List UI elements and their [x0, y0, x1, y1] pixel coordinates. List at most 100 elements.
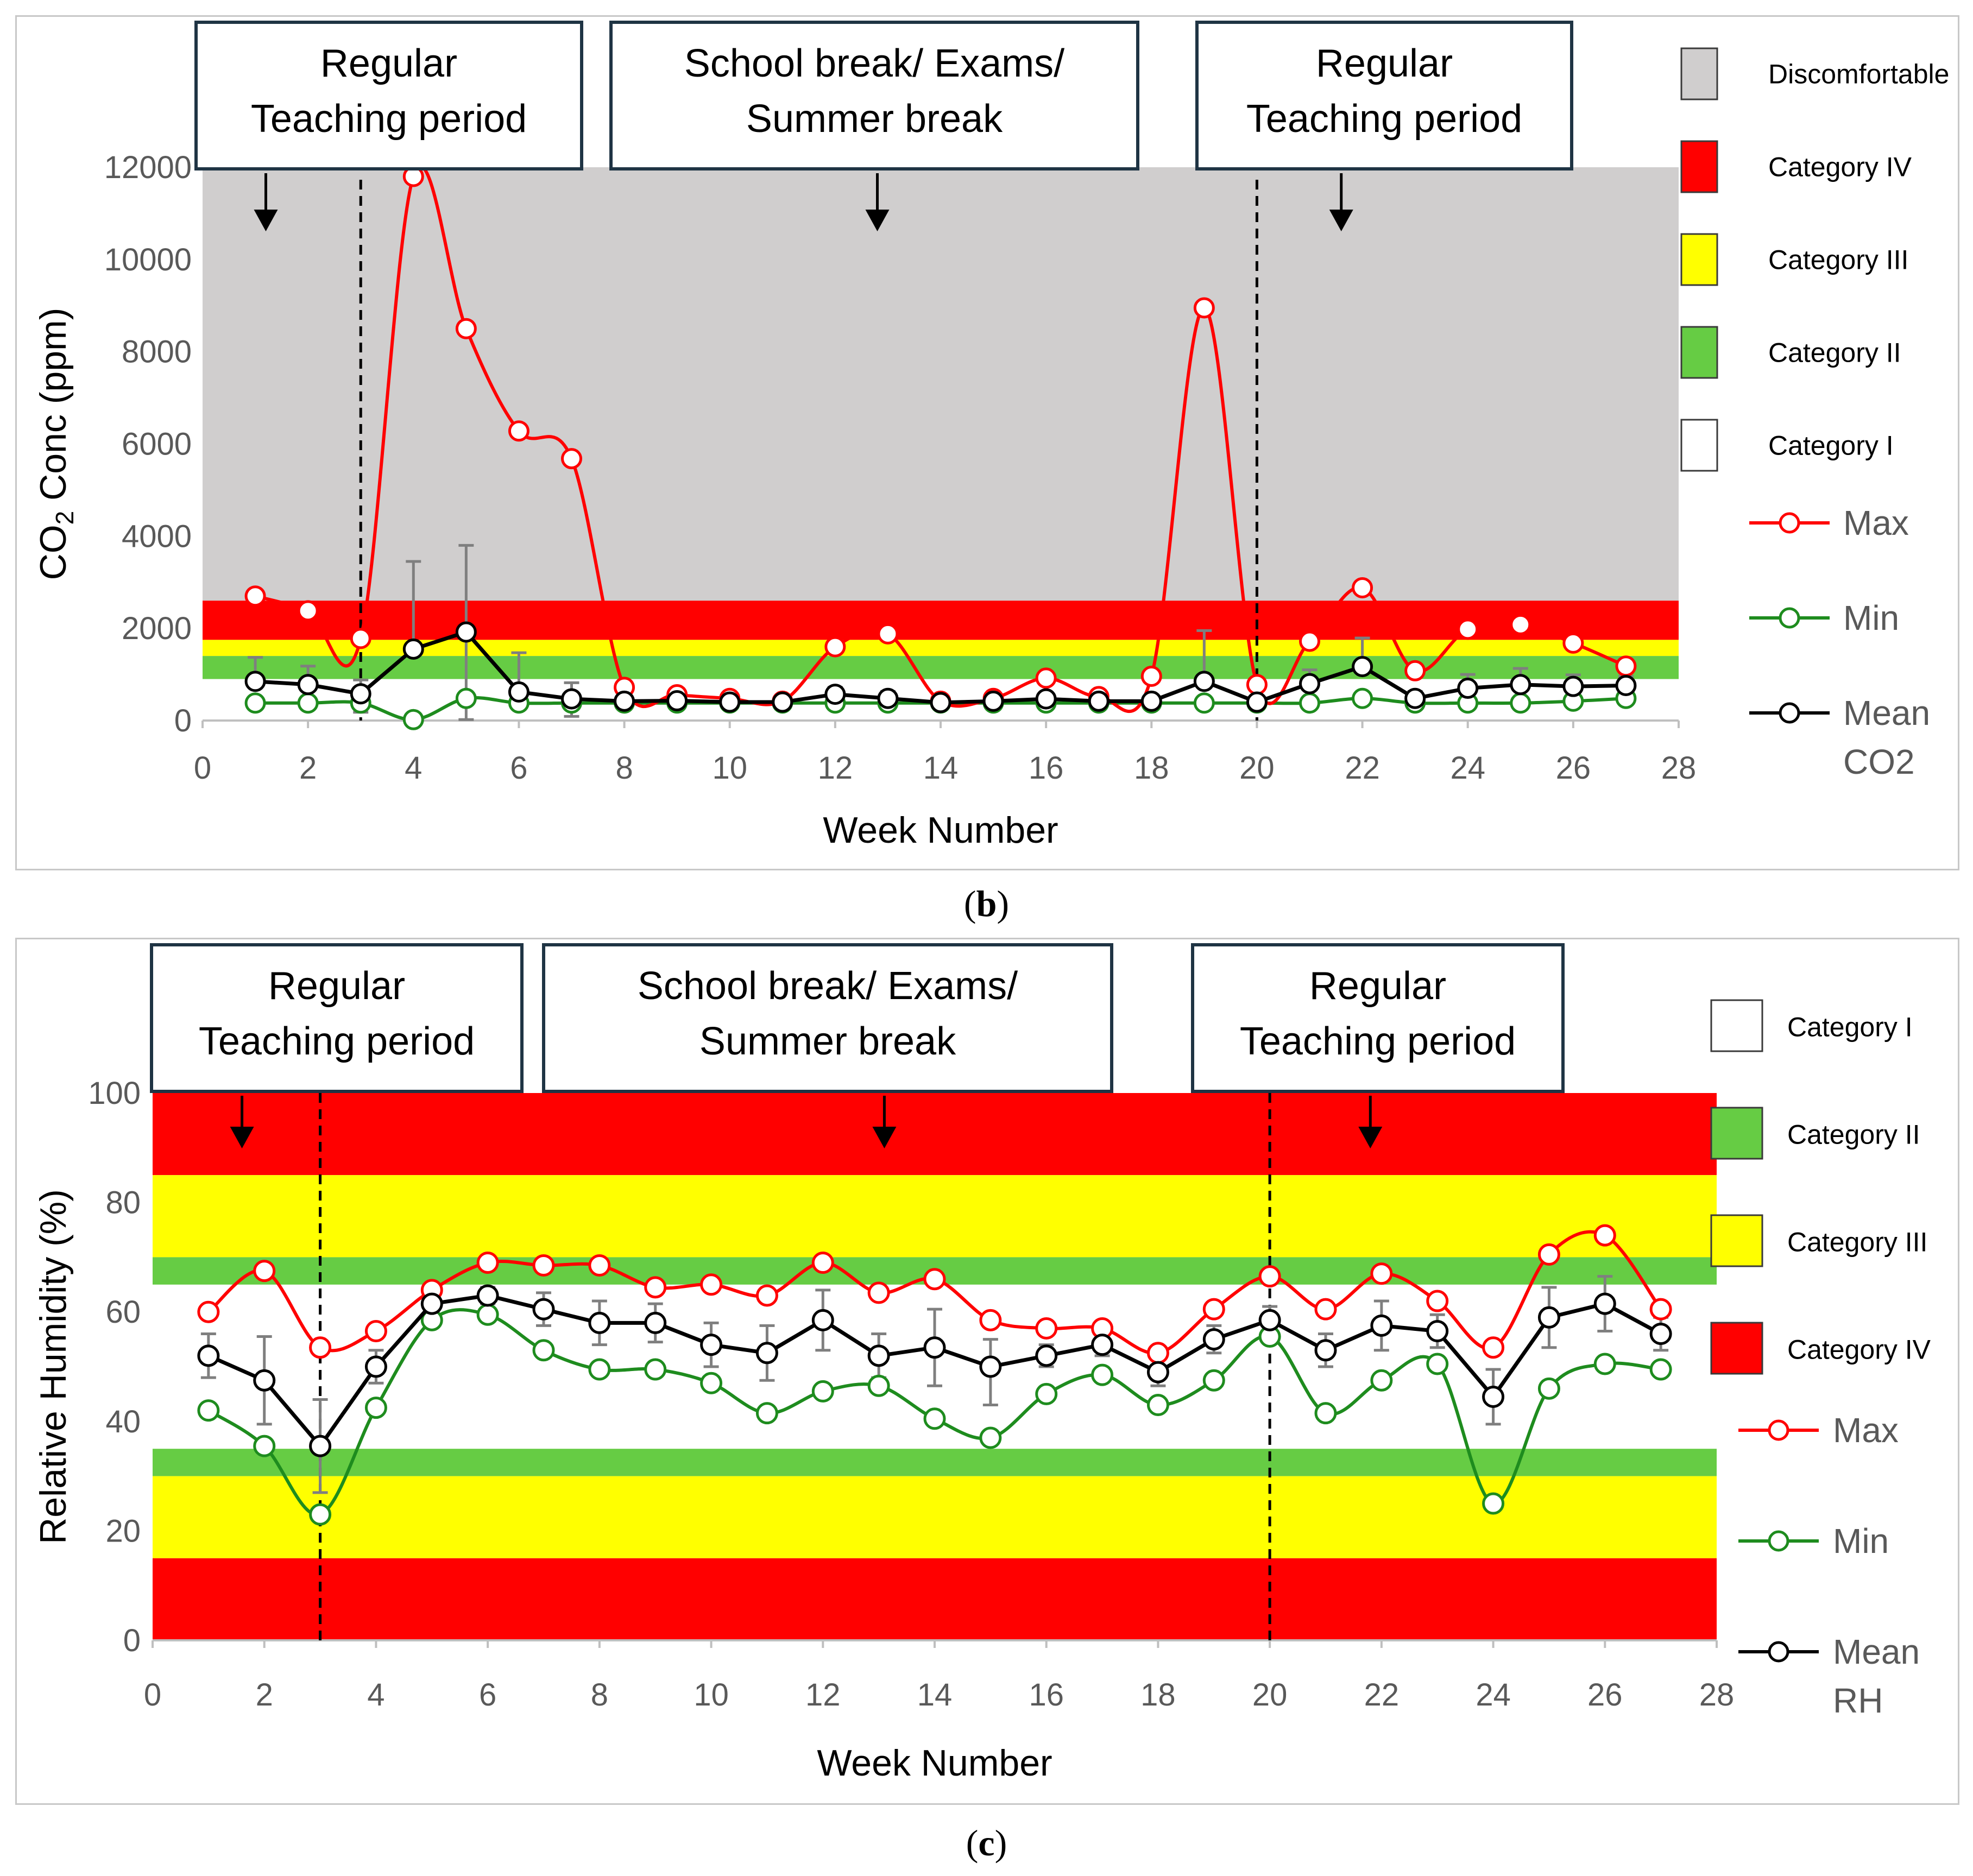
- data-point-mean-rh: [1426, 1319, 1449, 1342]
- period-label-line2: Summer break: [746, 97, 1003, 141]
- legend-label-cat2: Category II: [1768, 338, 1901, 368]
- data-point-mean-co2: [1246, 691, 1268, 713]
- comfort-band-discomfort: [203, 167, 1679, 601]
- x-tick-label: 20: [1239, 750, 1275, 786]
- x-tick-label: 28: [1699, 1677, 1735, 1713]
- data-point-mean-rh: [1035, 1344, 1058, 1367]
- period-label-line2: Teaching period: [199, 1020, 475, 1063]
- x-tick-label: 16: [1029, 750, 1064, 786]
- x-tick-label: 4: [405, 750, 422, 786]
- period-label-line1: Regular: [1309, 964, 1446, 1008]
- data-point-mean-co2: [508, 681, 530, 703]
- legend-label-cat2: Category II: [1787, 1120, 1920, 1150]
- data-point-max: [455, 318, 477, 339]
- data-point-mean-co2: [666, 690, 688, 711]
- y-tick-label: 100: [88, 1076, 141, 1111]
- data-point-mean-rh: [1202, 1328, 1225, 1351]
- legend-marker-min: [1779, 607, 1800, 629]
- data-point-mean-co2: [1140, 690, 1162, 712]
- data-point-mean-rh: [867, 1344, 890, 1367]
- x-tick-label: 12: [805, 1677, 841, 1713]
- legend-marker-max: [1768, 1419, 1789, 1441]
- data-point-min: [1299, 692, 1320, 714]
- data-point-min: [1352, 687, 1373, 709]
- data-point-mean-rh: [700, 1334, 723, 1356]
- y-tick-label: 12000: [104, 150, 192, 185]
- data-point-min: [1202, 1369, 1225, 1392]
- y-tick-label: 8000: [122, 334, 192, 370]
- y-tick-label: 0: [123, 1623, 141, 1658]
- period-label-line2: Teaching period: [1240, 1020, 1516, 1063]
- legend-marker-mean: [1768, 1641, 1789, 1663]
- data-point-max: [1510, 614, 1531, 635]
- data-point-max: [350, 628, 371, 649]
- comfort-band-cat2: [153, 1449, 1717, 1476]
- legend-swatch-discomfort: [1680, 47, 1718, 100]
- data-point-min: [755, 1402, 778, 1425]
- co2-chart: 0 2 4 6 8 10 12 14 16 18 20 22 24 26 28020004000600080…: [33, 21, 1949, 851]
- data-point-min: [1314, 1402, 1337, 1425]
- period-label-line2: Summer break: [699, 1020, 956, 1063]
- data-point-mean-rh: [1091, 1334, 1114, 1356]
- period-label-line1: School break/ Exams/: [638, 964, 1018, 1008]
- data-point-max: [755, 1284, 778, 1307]
- data-point-min: [1370, 1369, 1393, 1392]
- x-tick-label: 2: [256, 1677, 273, 1713]
- period-label-line1: Regular: [320, 42, 457, 85]
- data-point-min: [1510, 692, 1531, 714]
- data-point-max: [1615, 655, 1637, 677]
- data-point-max: [1140, 665, 1162, 687]
- data-point-max: [811, 1251, 834, 1274]
- data-point-mean-rh: [420, 1292, 443, 1315]
- x-tick-label: 8: [591, 1677, 608, 1713]
- data-point-mean-co2: [982, 690, 1004, 712]
- data-point-mean-co2: [1193, 671, 1215, 692]
- data-point-max: [1258, 1265, 1281, 1288]
- period-label-line1: Regular: [1316, 42, 1453, 85]
- x-tick-label: 26: [1587, 1677, 1623, 1713]
- data-point-max: [561, 448, 582, 470]
- data-point-max: [1352, 577, 1373, 598]
- y-tick-label: 10000: [104, 242, 192, 277]
- y-axis-title: CO2 Conc (ppm): [33, 308, 79, 580]
- period-arrow-head: [865, 210, 890, 231]
- y-axis-title-tail: Conc (ppm): [33, 308, 74, 511]
- comfort-band-cat2: [203, 656, 1679, 679]
- data-point-min: [1649, 1358, 1672, 1381]
- legend-swatch-cat2: [1710, 1107, 1763, 1160]
- x-tick-label: 14: [923, 750, 959, 786]
- data-point-max: [1457, 618, 1479, 640]
- data-point-min: [297, 692, 319, 714]
- legend-swatch-cat4: [1710, 1322, 1763, 1375]
- x-tick-label: 18: [1140, 1677, 1176, 1713]
- data-point-mean-co2: [1562, 675, 1584, 697]
- legend-label-cat3: Category III: [1768, 245, 1908, 275]
- y-axis-title: Relative Humidity (%): [33, 1189, 74, 1544]
- x-tick-label: 20: [1252, 1677, 1288, 1713]
- data-point-mean-co2: [1510, 674, 1531, 696]
- x-tick-label: 14: [917, 1677, 953, 1713]
- x-tick-label: 8: [615, 750, 633, 786]
- data-point-max: [364, 1319, 387, 1342]
- period-arrow-head: [1329, 210, 1353, 231]
- data-point-mean-rh: [1314, 1339, 1337, 1362]
- data-point-max: [508, 420, 530, 442]
- legend-series-label: Min: [1833, 1521, 1889, 1561]
- y-tick-label: 40: [105, 1404, 141, 1439]
- legend-swatch-cat4: [1680, 140, 1718, 193]
- caption-b-label: b: [976, 883, 997, 924]
- x-tick-label: 24: [1476, 1677, 1511, 1713]
- data-point-mean-rh: [253, 1369, 276, 1392]
- rh-chart-panel: 0 2 4 6 8 10 12 14 16 18 20 22 24 26 28 0 20 40 60 80 100 Wee…: [15, 938, 1959, 1805]
- period-arrow-head: [230, 1127, 254, 1148]
- data-point-max: [1649, 1298, 1672, 1321]
- data-point-min: [476, 1303, 499, 1326]
- data-point-min: [588, 1358, 611, 1381]
- y-tick-label: 20: [105, 1513, 141, 1549]
- y-axis-title-subscript: 2: [51, 511, 79, 525]
- period-arrow-head: [1358, 1127, 1383, 1148]
- data-point-min: [244, 692, 266, 714]
- data-point-max: [309, 1336, 332, 1359]
- period-box: [1191, 943, 1565, 1093]
- legend-label-discomfort: Discomfortable: [1768, 59, 1949, 90]
